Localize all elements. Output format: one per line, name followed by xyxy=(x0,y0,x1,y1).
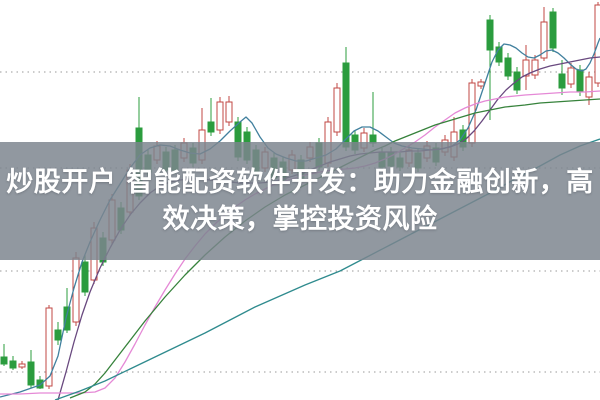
headline-banner: 炒股开户 智能配资软件开发：助力金融创新，高 效决策，掌控投资风险 xyxy=(0,142,600,260)
headline-line-2: 效决策，掌控投资风险 xyxy=(162,204,438,235)
headline-line-1: 炒股开户 智能配资软件开发：助力金融创新，高 xyxy=(6,167,594,198)
